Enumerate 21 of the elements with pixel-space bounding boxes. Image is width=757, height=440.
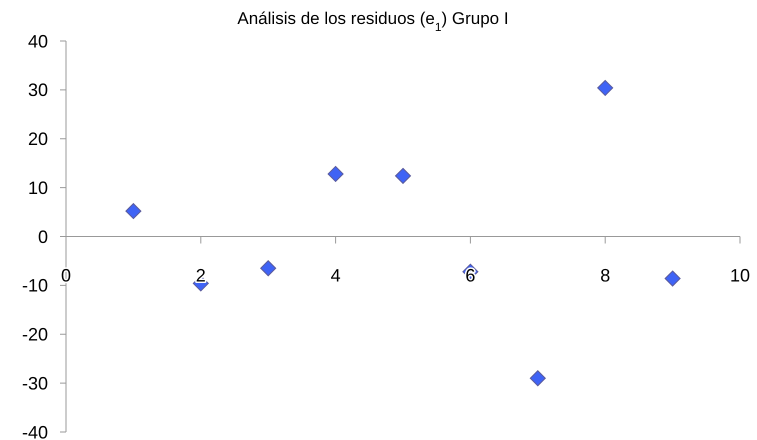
x-tick-label: 10 (730, 266, 750, 286)
point (597, 80, 614, 96)
y-tick-label: -20 (22, 324, 48, 345)
y-tick-label: -40 (22, 422, 48, 440)
x-tick-label: 8 (600, 266, 610, 286)
y-tick-label: -30 (22, 373, 48, 394)
x-tick-label: 4 (330, 266, 341, 286)
point (260, 260, 276, 276)
point (395, 168, 411, 184)
y-tick-label: 0 (38, 226, 48, 247)
y-tick-label: 30 (28, 80, 48, 100)
point (664, 270, 681, 287)
y-tick-label: 20 (28, 129, 48, 150)
point (530, 370, 546, 386)
point (328, 166, 344, 182)
x-tick-label: 0 (60, 266, 72, 286)
chart-title: Análisis de los residuos (e$_{1}$) Grupo I (237, 9, 509, 34)
y-tick-label: 40 (28, 31, 48, 52)
y-tick-label: -10 (22, 276, 48, 296)
y-tick-label: 10 (28, 178, 48, 198)
point (125, 203, 142, 220)
